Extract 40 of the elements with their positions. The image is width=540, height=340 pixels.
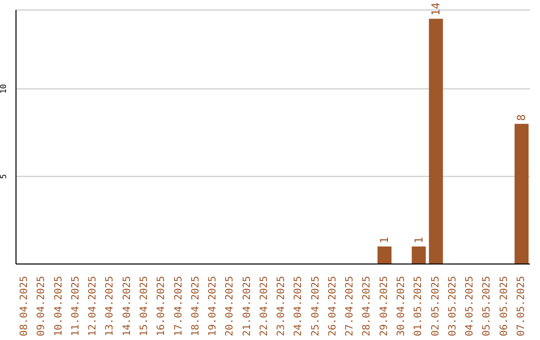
x-tick-label: 14.04.2025 (122, 276, 133, 336)
x-tick-label: 23.04.2025 (276, 276, 288, 336)
data-label: 8 (515, 114, 528, 121)
x-tick-label: 16.04.2025 (156, 276, 168, 336)
x-tick-label: 29.04.2025 (378, 276, 390, 336)
bar (412, 246, 426, 264)
y-tick-label: 5 (0, 174, 8, 179)
bar (428, 18, 443, 264)
data-label: 14 (429, 2, 442, 16)
x-tick-label: 26.04.2025 (327, 276, 338, 336)
x-tick-label: 04.05.2025 (464, 276, 476, 336)
x-tick-label: 30.04.2025 (396, 276, 407, 336)
data-label: 1 (412, 236, 426, 244)
y-tick-label: 10 (0, 84, 8, 94)
x-tick-label: 21.04.2025 (242, 276, 253, 336)
x-tick-label: 10.04.2025 (53, 276, 64, 336)
bar (378, 246, 392, 264)
x-tick-label: 06.05.2025 (498, 276, 510, 336)
x-tick-label: 09.04.2025 (36, 276, 48, 336)
data-label: 1 (378, 236, 392, 244)
x-tick-label: 22.04.2025 (258, 276, 270, 336)
x-tick-label: 15.04.2025 (139, 276, 150, 336)
x-tick-label: 24.04.2025 (293, 276, 304, 336)
x-tick-label: 18.04.2025 (190, 276, 202, 336)
x-tick-label: 01.05.2025 (413, 276, 424, 336)
x-tick-label: 02.05.2025 (430, 276, 442, 336)
x-tick-label: 12.04.2025 (88, 276, 99, 336)
x-tick-label: 08.04.2025 (19, 276, 30, 336)
x-tick-label: 13.04.2025 (104, 276, 116, 336)
x-tick-label: 17.04.2025 (173, 276, 184, 336)
x-tick-label: 25.04.2025 (310, 276, 322, 336)
x-tick-label: 07.05.2025 (516, 276, 527, 336)
x-tick-label: 11.04.2025 (70, 276, 82, 336)
x-tick-label: 03.05.2025 (447, 276, 458, 336)
x-tick-label: 28.04.2025 (362, 276, 373, 336)
bar (514, 124, 529, 264)
x-tick-label: 20.04.2025 (224, 276, 236, 336)
x-tick-label: 27.04.2025 (344, 276, 356, 336)
x-tick-label: 05.05.2025 (482, 276, 493, 336)
x-tick-label: 19.04.2025 (208, 276, 219, 336)
